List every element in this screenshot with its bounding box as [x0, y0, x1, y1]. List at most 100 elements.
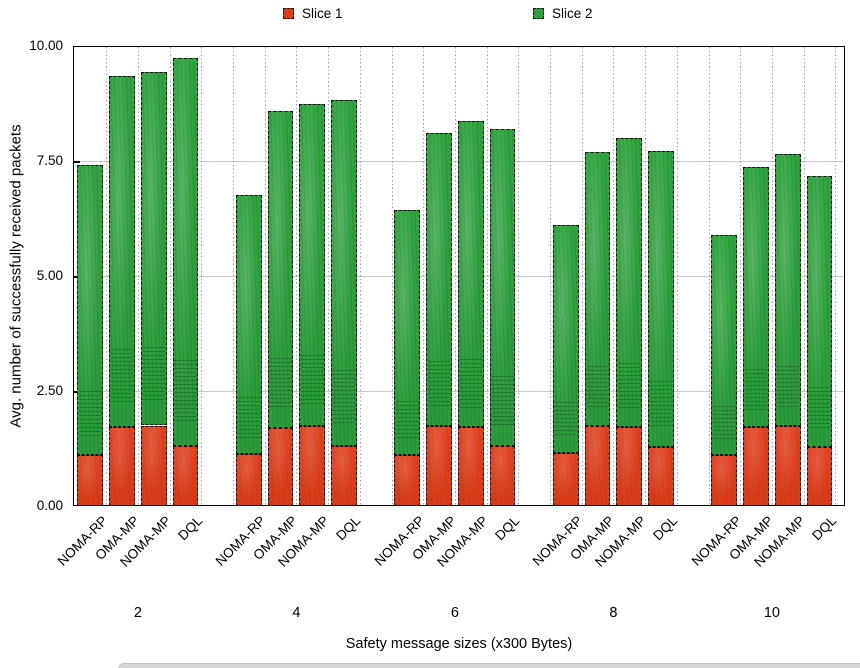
x-tick-label: DQL	[491, 513, 523, 544]
v-gridline	[740, 47, 742, 505]
v-gridline	[676, 47, 678, 505]
bar-texture	[712, 406, 736, 442]
bar-texture	[459, 359, 483, 409]
bar-texture	[807, 386, 831, 430]
v-gridline	[645, 47, 647, 505]
v-gridline	[454, 47, 456, 505]
v-gridline	[169, 47, 171, 505]
v-gridline	[264, 47, 266, 505]
v-gridline	[771, 47, 773, 505]
v-gridline	[233, 47, 234, 505]
y-tick-label: 10.00	[29, 38, 63, 53]
y-tick-mark	[74, 276, 80, 278]
v-gridline	[550, 47, 551, 505]
v-gridline	[391, 47, 393, 505]
bar-texture	[173, 359, 197, 422]
bottom-window-edge	[118, 663, 860, 668]
x-tick-label: DQL	[808, 513, 840, 544]
v-gridline	[296, 47, 298, 505]
bar-texture	[427, 360, 451, 408]
legend-label-slice1: Slice 1	[302, 6, 343, 21]
bar-segment-slice1	[299, 426, 326, 506]
legend-item-slice1: Slice 1	[283, 6, 343, 21]
bar-segment-slice2	[584, 152, 611, 427]
bar-texture	[490, 375, 514, 427]
bar-texture	[776, 365, 800, 410]
y-tick-mark	[74, 161, 80, 163]
v-gridline	[106, 47, 108, 505]
bar-segment-slice1	[267, 427, 294, 506]
bar-texture	[586, 365, 609, 410]
bar-segment-slice2	[235, 195, 262, 455]
bar-texture	[744, 369, 768, 411]
v-gridline	[423, 47, 425, 505]
bar-texture	[395, 400, 419, 440]
bar-segment-slice2	[394, 210, 421, 456]
bar-segment-slice1	[235, 454, 262, 506]
bar-segment-slice1	[743, 426, 769, 506]
bar-texture	[554, 401, 578, 439]
v-gridline	[328, 47, 330, 505]
bar-segment-slice2	[331, 100, 357, 447]
bar-segment-slice1	[140, 425, 167, 506]
bar-segment-slice2	[172, 58, 199, 446]
v-gridline	[486, 47, 488, 505]
v-gridline	[201, 47, 203, 505]
bar-texture	[269, 357, 292, 408]
legend-item-slice2: Slice 2	[533, 6, 593, 21]
bar-segment-slice2	[109, 76, 135, 427]
bar-segment-slice2	[457, 120, 484, 428]
bar-segment-slice2	[743, 166, 769, 427]
bar-segment-slice1	[394, 455, 421, 506]
bar-texture	[649, 381, 673, 429]
bar-segment-slice2	[299, 103, 326, 427]
bar-segment-slice1	[806, 447, 833, 506]
v-gridline	[518, 47, 520, 505]
x-group-label: 10	[763, 605, 780, 621]
y-tick-label: 7.50	[36, 153, 63, 168]
bar-texture	[237, 396, 261, 439]
bar-segment-slice1	[648, 447, 674, 506]
bar-texture	[300, 354, 324, 407]
bar-texture	[617, 363, 641, 410]
bar-segment-slice2	[648, 151, 674, 448]
bar-segment-slice1	[584, 426, 611, 506]
bar-segment-slice2	[489, 128, 516, 447]
bar-segment-slice1	[331, 446, 357, 506]
y-tick-label: 2.50	[36, 383, 63, 398]
bar-segment-slice1	[77, 454, 104, 506]
x-tick-label: DQL	[333, 513, 364, 544]
bar-segment-slice2	[552, 224, 579, 453]
bar-segment-slice1	[109, 426, 135, 506]
y-tick-mark	[74, 391, 80, 393]
bar-segment-slice1	[426, 425, 452, 506]
bar-texture	[110, 349, 134, 405]
bar-segment-slice1	[711, 455, 738, 506]
bar-segment-slice1	[457, 427, 484, 506]
bar-segment-slice1	[489, 446, 516, 506]
bar-texture	[142, 347, 166, 404]
slice2-swatch-icon	[533, 8, 544, 19]
v-gridline	[137, 47, 139, 505]
bar-segment-slice2	[267, 111, 294, 428]
bar-segment-slice1	[616, 427, 643, 506]
bar-segment-slice2	[77, 164, 104, 455]
x-group-label: 6	[450, 605, 459, 621]
bar-segment-slice2	[140, 71, 167, 426]
x-tick-label: DQL	[174, 513, 206, 544]
bar-segment-slice2	[426, 132, 452, 426]
v-gridline	[835, 47, 837, 505]
bar-segment-slice2	[711, 234, 738, 456]
v-gridline	[708, 47, 710, 505]
x-group-label: 4	[292, 605, 301, 621]
x-group-label: 2	[133, 605, 142, 621]
bar-segment-slice2	[616, 138, 643, 428]
y-tick-label: 5.00	[36, 268, 63, 283]
y-tick-label: 0.00	[36, 498, 63, 513]
bar-texture	[332, 369, 356, 425]
bar-segment-slice1	[172, 445, 199, 506]
v-gridline	[359, 47, 361, 505]
x-axis-title: Safety message sizes (x300 Bytes)	[345, 636, 573, 652]
